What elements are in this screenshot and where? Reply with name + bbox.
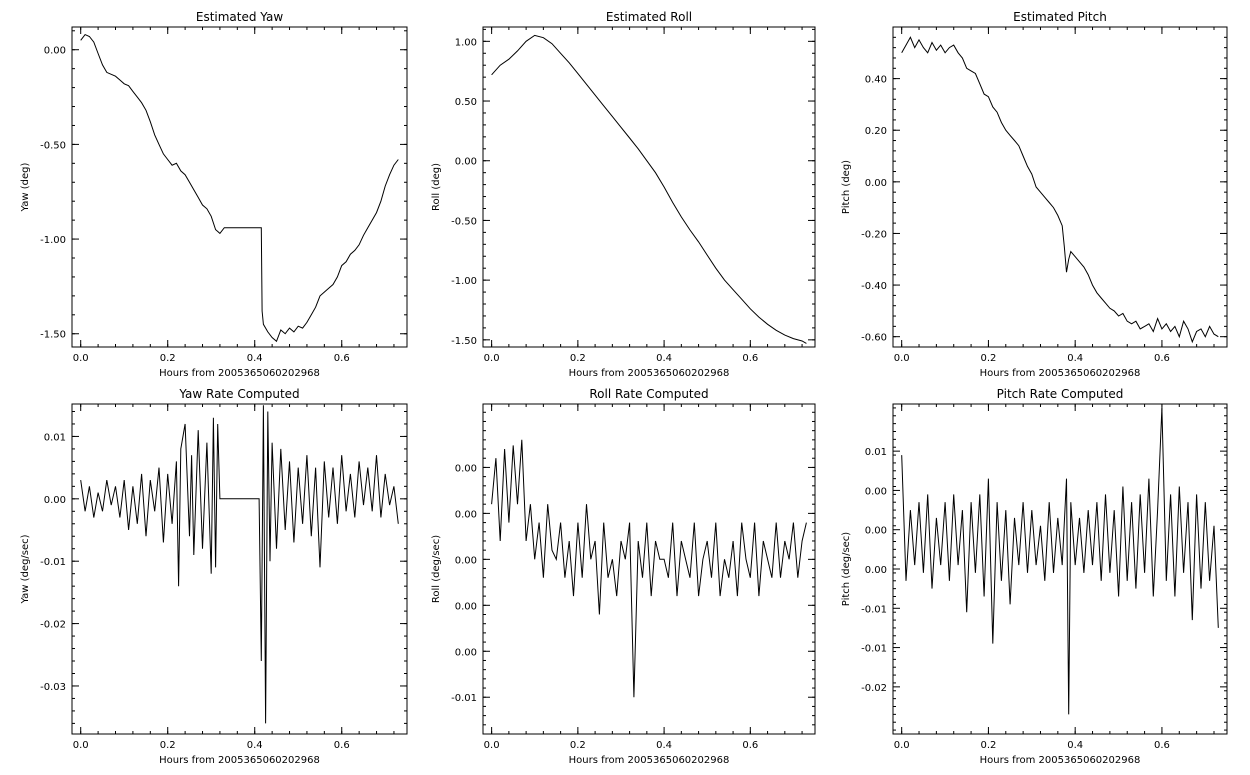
roll-rate-y-tick-label: 0.00: [455, 647, 477, 658]
yaw-rate-plot-frame: [71, 403, 408, 735]
pitch-x-tick-label: 0.4: [1067, 353, 1083, 364]
yaw-x-tick-label: 0.6: [334, 353, 350, 364]
roll-rate-y-tick-label: 0.00: [455, 555, 477, 566]
yaw-x-tick-label: 0.0: [73, 353, 89, 364]
pitch-rate-x-tick-label: 0.6: [1154, 740, 1170, 751]
yaw-rate-x-axis-label: Hours from 2005365060202968: [159, 755, 320, 766]
yaw-x-tick-label: 0.4: [247, 353, 263, 364]
yaw-rate-panel: Yaw Rate Computed Hours from 200536506020…: [20, 387, 408, 766]
roll-y-tick-label: 0.50: [455, 97, 477, 108]
pitch-title: Estimated Pitch: [1013, 10, 1107, 24]
yaw-y-tick-label: 0.00: [44, 46, 66, 57]
roll-rate-y-tick-label: 0.00: [455, 509, 477, 520]
pitch-y-tick-label: 0.40: [865, 75, 887, 86]
pitch-y-tick-label: -0.40: [861, 281, 887, 292]
roll-title: Estimated Roll: [606, 10, 692, 24]
roll-rate-x-tick-label: 0.4: [656, 740, 672, 751]
yaw-rate-y-tick-label: -0.02: [40, 620, 66, 631]
yaw-rate-y-tick-label: -0.01: [40, 557, 66, 568]
yaw-x-tick-label: 0.2: [160, 353, 176, 364]
roll-y-axis-label: Roll (deg): [431, 163, 442, 211]
yaw-rate-x-tick-label: 0.4: [247, 740, 263, 751]
yaw-rate-x-tick-label: 0.6: [334, 740, 350, 751]
yaw-rate-y-tick-label: 0.00: [44, 495, 66, 506]
pitch-rate-y-tick-label: 0.00: [865, 486, 887, 497]
pitch-rate-y-tick-label: 0.01: [865, 447, 887, 458]
roll-rate-y-tick-label: 0.00: [455, 463, 477, 474]
pitch-x-axis-label: Hours from 2005365060202968: [980, 368, 1141, 379]
pitch-y-tick-label: 0.00: [865, 178, 887, 189]
pitch-y-axis-label: Pitch (deg): [841, 160, 852, 214]
yaw-y-tick-label: -1.50: [40, 330, 66, 341]
pitch-rate-x-axis-label: Hours from 2005365060202968: [980, 755, 1141, 766]
roll-rate-y-tick-label: 0.00: [455, 601, 477, 612]
roll-y-tick-label: -1.00: [451, 276, 477, 287]
roll-rate-x-axis-label: Hours from 2005365060202968: [569, 755, 730, 766]
pitch-rate-y-tick-label: 0.00: [865, 526, 887, 537]
pitch-plot-frame: [892, 26, 1228, 348]
pitch-x-tick-label: 0.0: [894, 353, 910, 364]
roll-rate-x-tick-label: 0.0: [484, 740, 500, 751]
pitch-rate-x-tick-label: 0.0: [894, 740, 910, 751]
roll-rate-plot-frame: [482, 403, 816, 735]
pitch-y-tick-label: -0.20: [861, 229, 887, 240]
pitch-rate-y-tick-label: -0.01: [861, 604, 887, 615]
pitch-rate-x-tick-label: 0.2: [980, 740, 996, 751]
yaw-panel: Estimated Yaw Hours from 2005365060202968…: [20, 10, 408, 379]
pitch-x-tick-label: 0.2: [980, 353, 996, 364]
yaw-title: Estimated Yaw: [196, 10, 283, 24]
pitch-y-tick-label: 0.20: [865, 126, 887, 137]
pitch-rate-series-line: [901, 407, 1219, 715]
roll-y-tick-label: -0.50: [451, 216, 477, 227]
roll-rate-y-axis-label: Roll (deg/sec): [431, 535, 442, 603]
roll-plot-frame: [482, 26, 816, 348]
pitch-x-tick-label: 0.6: [1154, 353, 1170, 364]
roll-y-tick-label: 0.00: [455, 157, 477, 168]
yaw-plot-frame: [71, 26, 408, 348]
yaw-y-axis-label: Yaw (deg): [20, 162, 31, 212]
pitch-y-tick-label: -0.60: [861, 333, 887, 344]
yaw-rate-y-axis-label: Yaw (deg/sec): [20, 534, 31, 604]
yaw-series-line: [80, 33, 399, 343]
pitch-rate-y-tick-label: 0.00: [865, 565, 887, 576]
roll-rate-panel: Roll Rate Computed Hours from 20053650602…: [431, 387, 816, 766]
roll-rate-x-tick-label: 0.6: [742, 740, 758, 751]
yaw-rate-y-tick-label: -0.03: [40, 682, 66, 693]
pitch-rate-panel: Pitch Rate Computed Hours from 2005365060…: [841, 387, 1228, 766]
yaw-rate-x-tick-label: 0.0: [73, 740, 89, 751]
roll-x-axis-label: Hours from 2005365060202968: [569, 368, 730, 379]
roll-rate-series-line: [491, 439, 807, 698]
roll-y-tick-label: -1.50: [451, 336, 477, 347]
yaw-rate-x-tick-label: 0.2: [160, 740, 176, 751]
pitch-rate-y-axis-label: Pitch (deg/sec): [841, 532, 852, 607]
roll-rate-title: Roll Rate Computed: [589, 387, 708, 401]
yaw-rate-title: Yaw Rate Computed: [178, 387, 299, 401]
yaw-rate-y-tick-label: 0.01: [44, 432, 66, 443]
roll-panel: Estimated Roll Hours from 200536506020296…: [431, 10, 816, 379]
yaw-rate-series-line: [80, 405, 399, 724]
roll-y-tick-label: 1.00: [455, 37, 477, 48]
yaw-y-tick-label: -0.50: [40, 140, 66, 151]
pitch-rate-title: Pitch Rate Computed: [997, 387, 1124, 401]
roll-x-tick-label: 0.0: [484, 353, 500, 364]
pitch-rate-y-tick-label: -0.01: [861, 644, 887, 655]
yaw-x-axis-label: Hours from 2005365060202968: [159, 368, 320, 379]
pitch-rate-y-tick-label: -0.02: [861, 683, 887, 694]
pitch-rate-plot-frame: [892, 403, 1228, 735]
roll-rate-y-tick-label: -0.01: [451, 693, 477, 704]
roll-rate-x-tick-label: 0.2: [570, 740, 586, 751]
roll-x-tick-label: 0.4: [656, 353, 672, 364]
pitch-rate-x-tick-label: 0.4: [1067, 740, 1083, 751]
roll-series-line: [491, 34, 807, 344]
pitch-series-line: [901, 36, 1219, 344]
roll-x-tick-label: 0.2: [570, 353, 586, 364]
yaw-y-tick-label: -1.00: [40, 235, 66, 246]
pitch-panel: Estimated Pitch Hours from 20053650602029…: [841, 10, 1228, 379]
roll-x-tick-label: 0.6: [742, 353, 758, 364]
